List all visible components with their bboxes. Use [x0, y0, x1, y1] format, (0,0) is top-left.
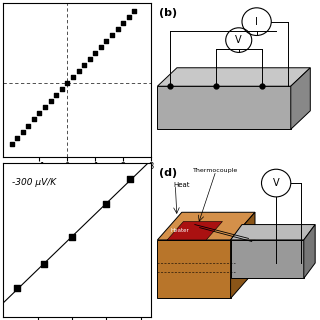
- Point: [82, 63, 87, 68]
- Point: [26, 123, 31, 128]
- Text: -300 μV/K: -300 μV/K: [12, 179, 56, 188]
- Polygon shape: [157, 68, 310, 86]
- Polygon shape: [231, 212, 255, 298]
- Point: [54, 93, 59, 98]
- Text: (b): (b): [159, 8, 177, 18]
- Point: [69, 235, 75, 240]
- Point: [115, 27, 120, 32]
- Polygon shape: [167, 221, 222, 240]
- Point: [43, 105, 48, 110]
- Point: [59, 87, 64, 92]
- Point: [15, 135, 20, 140]
- Point: [14, 286, 20, 291]
- Text: Thermocouple: Thermocouple: [193, 168, 239, 173]
- Text: V: V: [236, 35, 242, 45]
- Polygon shape: [231, 225, 315, 240]
- Polygon shape: [304, 225, 315, 278]
- X-axis label: Current (mA): Current (mA): [50, 173, 105, 182]
- Text: V: V: [273, 178, 279, 188]
- Point: [104, 202, 109, 207]
- Text: I: I: [255, 17, 258, 27]
- Point: [93, 51, 98, 56]
- Point: [48, 99, 53, 104]
- Point: [65, 81, 70, 86]
- Point: [104, 39, 109, 44]
- Polygon shape: [231, 240, 304, 278]
- Point: [98, 45, 103, 50]
- Point: [132, 9, 137, 14]
- Point: [31, 117, 36, 122]
- Polygon shape: [291, 68, 310, 129]
- Text: Heat: Heat: [174, 181, 190, 188]
- Point: [70, 75, 76, 80]
- Point: [126, 15, 131, 20]
- Point: [37, 111, 42, 116]
- Point: [109, 33, 115, 38]
- Point: [87, 57, 92, 62]
- Point: [128, 176, 133, 181]
- Point: [42, 261, 47, 267]
- Polygon shape: [157, 240, 231, 298]
- Polygon shape: [157, 212, 255, 240]
- Point: [76, 69, 81, 74]
- Text: Heater: Heater: [171, 228, 189, 233]
- Polygon shape: [157, 86, 291, 129]
- Point: [9, 141, 14, 146]
- Text: (d): (d): [159, 168, 177, 178]
- Point: [121, 21, 126, 26]
- Point: [20, 129, 25, 134]
